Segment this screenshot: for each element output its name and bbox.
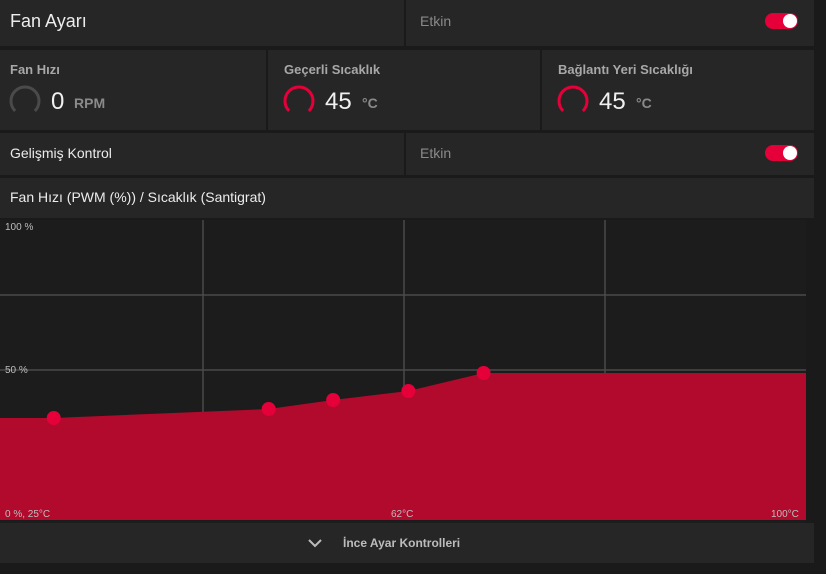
fan-setting-toggle[interactable] [765,13,798,29]
current-temp-stat: Geçerli Sıcaklık 45 °C [268,50,540,130]
fan-setting-title: Fan Ayarı [10,11,87,31]
advanced-control-row: Gelişmiş Kontrol [0,133,404,175]
curve-point-1[interactable] [46,411,61,425]
origin-tick: 0 %, 25°C [5,509,50,520]
junction-temp-unit: °C [636,95,652,111]
fan-curve-chart[interactable]: 100 % 50 % 0 %, 25°C 62°C 100°C [0,220,810,523]
junction-temp-value: 45 [599,88,626,115]
chevron-down-icon [308,539,322,548]
fan-speed-gauge-icon [9,85,41,117]
curve-point-2[interactable] [261,402,276,416]
current-temp-label: Geçerli Sıcaklık [284,62,381,77]
junction-temp-label: Bağlantı Yeri Sıcaklığı [558,62,693,77]
advanced-control-status-panel: Etkin [406,133,814,175]
advanced-control-status: Etkin [420,145,452,161]
current-temp-gauge-icon [283,85,315,117]
x-tick-62: 62°C [391,509,413,520]
fine-tune-controls-button[interactable]: İnce Ayar Kontrolleri [0,523,814,563]
y-tick-50: 50 % [5,365,28,376]
advanced-control-title: Gelişmiş Kontrol [10,145,112,161]
junction-temp-stat: Bağlantı Yeri Sıcaklığı 45 °C [542,50,814,130]
curve-point-4[interactable] [401,384,416,398]
x-tick-100: 100°C [771,509,799,520]
fan-speed-unit: RPM [74,95,106,111]
toggle-knob [783,146,797,160]
fan-curve-points[interactable] [46,366,491,425]
fan-setting-row: Fan Ayarı [0,0,404,46]
current-temp-value: 45 [325,88,352,115]
fan-setting-status: Etkin [420,13,452,29]
y-tick-100: 100 % [5,222,33,233]
chart-header: Fan Hızı (PWM (%)) / Sıcaklık (Santigrat… [0,178,814,218]
fan-speed-value: 0 [51,88,65,115]
curve-point-3[interactable] [326,393,341,407]
advanced-control-toggle[interactable] [765,145,798,161]
toggle-knob [783,14,797,28]
current-temp-unit: °C [362,95,378,111]
fan-curve-area [0,373,806,520]
chart-title: Fan Hızı (PWM (%)) / Sıcaklık (Santigrat… [10,189,266,205]
fan-speed-label: Fan Hızı [10,62,60,77]
junction-temp-gauge-icon [557,85,589,117]
fan-setting-status-panel: Etkin [406,0,814,46]
fine-tune-controls-label: İnce Ayar Kontrolleri [343,536,461,550]
curve-point-5[interactable] [476,366,491,380]
fan-speed-stat: Fan Hızı 0 RPM [0,50,266,130]
